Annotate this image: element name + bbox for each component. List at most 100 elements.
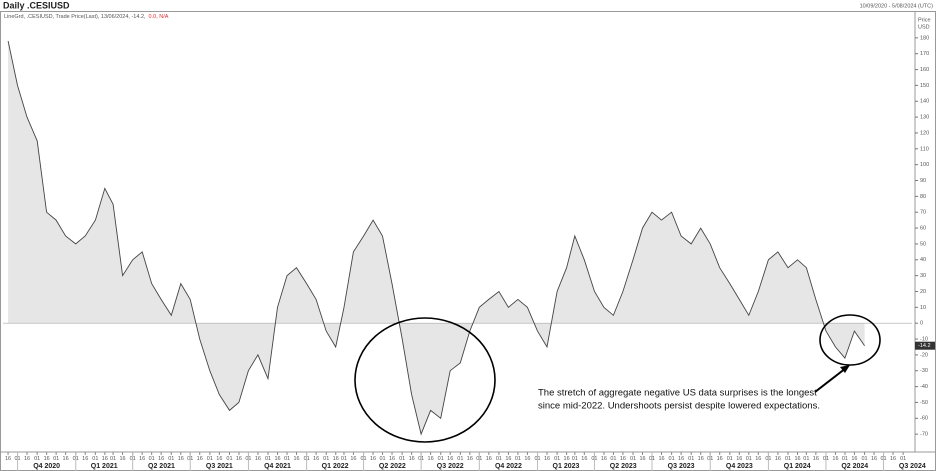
x-tick-label: 16: [313, 456, 319, 462]
x-tick-label: 16: [350, 456, 356, 462]
x-tick-label: 16: [178, 456, 184, 462]
x-tick-label: 16: [717, 456, 723, 462]
chart-title: Daily .CESIUSD: [3, 0, 70, 10]
x-tick-label: 01: [785, 456, 791, 462]
y-tick-label: 80: [920, 194, 926, 200]
quarter-label: Q3 2024: [899, 463, 926, 470]
x-tick-label: 16: [5, 456, 11, 462]
area: [8, 41, 865, 435]
y-tick-label: 140: [920, 99, 929, 105]
y-tick-label: -50: [920, 400, 928, 406]
x-tick-label: 01: [610, 456, 616, 462]
x-tick-label: 01: [727, 456, 733, 462]
x-tick-label: 16: [698, 456, 704, 462]
y-axis-label: USD: [918, 24, 930, 30]
x-tick-label: 01: [438, 456, 444, 462]
x-tick-label: 16: [467, 456, 473, 462]
x-tick-label: 16: [216, 456, 222, 462]
x-tick-label: 01: [746, 456, 752, 462]
annotation: The stretch of aggregate negative US dat…: [538, 388, 817, 399]
quarter-label: Q1 2024: [784, 463, 811, 470]
x-tick-label: 01: [630, 456, 636, 462]
x-tick-label: 16: [658, 456, 664, 462]
line: [7, 40, 865, 436]
quarter-label: Q1 2023: [553, 463, 580, 470]
x-tick-label: 16: [775, 456, 781, 462]
x-tick-label: 01: [496, 456, 502, 462]
x-tick-label: 16: [255, 456, 261, 462]
y-tick-label: 100: [920, 162, 929, 168]
last-value-label: -14.2: [918, 343, 931, 349]
x-tick-label: 16: [794, 456, 800, 462]
x-tick-label: 01: [149, 456, 155, 462]
x-tick-label: 16: [755, 456, 761, 462]
x-tick-label: 01: [323, 456, 329, 462]
x-tick-label: 16: [447, 456, 453, 462]
x-tick-label: 01: [457, 456, 463, 462]
x-tick-label: 16: [601, 456, 607, 462]
x-tick-label: 01: [803, 456, 809, 462]
annotation: since mid-2022. Undershoots persist desp…: [538, 401, 820, 412]
quarter-label: Q3 2021: [206, 463, 233, 470]
quarter-label: Q4 2022: [495, 463, 522, 470]
x-tick-label: 16: [871, 456, 877, 462]
quarter-label: Q2 2022: [379, 463, 406, 470]
x-tick-label: 16: [44, 456, 50, 462]
x-tick-label: 16: [581, 456, 587, 462]
x-tick-label: 16: [428, 456, 434, 462]
y-tick-label: 40: [920, 257, 926, 263]
y-tick-label: -30: [920, 368, 928, 374]
quarter-label: Q2 2023: [610, 463, 637, 470]
x-tick-label: 01: [688, 456, 694, 462]
x-tick-label: 01: [53, 456, 59, 462]
x-tick-label: 16: [486, 456, 492, 462]
y-tick-label: -10: [920, 336, 928, 342]
x-tick-label: 16: [102, 456, 108, 462]
quarter-label: Q4 2021: [264, 463, 291, 470]
x-tick-label: 16: [333, 456, 339, 462]
x-tick-label: 16: [620, 456, 626, 462]
x-tick-label: 16: [82, 456, 88, 462]
x-tick-label: 16: [564, 456, 570, 462]
date-range: 10/09/2020 - 5/08/2024 (UTC): [860, 3, 934, 9]
x-tick-label: 01: [284, 456, 290, 462]
x-tick-label: 16: [119, 456, 125, 462]
y-tick-label: 90: [920, 178, 926, 184]
x-tick-label: 16: [505, 456, 511, 462]
x-tick-label: 01: [669, 456, 675, 462]
y-tick-label: 110: [920, 146, 929, 152]
arrow: [814, 367, 847, 393]
x-tick-label: 16: [370, 456, 376, 462]
x-tick-label: 16: [197, 456, 203, 462]
x-tick-label: 01: [168, 456, 174, 462]
x-tick-label: 16: [890, 456, 896, 462]
x-tick-label: 16: [813, 456, 819, 462]
y-tick-label: 120: [920, 130, 929, 136]
y-tick-label: 180: [920, 35, 929, 41]
x-tick-label: 16: [274, 456, 280, 462]
x-tick-label: 16: [236, 456, 242, 462]
x-tick-label: 01: [110, 456, 116, 462]
y-tick-label: 170: [920, 51, 929, 57]
y-tick-label: 30: [920, 273, 926, 279]
quarter-label: Q2 2024: [841, 463, 868, 470]
y-tick-label: 160: [920, 67, 929, 73]
x-tick-label: 01: [207, 456, 213, 462]
arrow-head: [840, 365, 850, 373]
y-tick-label: 70: [920, 210, 926, 216]
highlight-ellipse: [354, 317, 496, 443]
legend-change: 0.0, N/A: [149, 14, 169, 20]
y-tick-label: 20: [920, 289, 926, 295]
y-tick-label: 150: [920, 83, 929, 89]
legend-text: LineGrd, .CESIUSD, Trade Price(Last), 13…: [4, 14, 146, 20]
y-axis-label: Price: [918, 17, 931, 23]
y-tick-label: -20: [920, 352, 928, 358]
x-tick-label: 01: [34, 456, 40, 462]
y-tick-label: 60: [920, 226, 926, 232]
x-tick-label: 16: [851, 456, 857, 462]
y-tick-label: 130: [920, 115, 929, 121]
x-tick-label: 16: [293, 456, 299, 462]
y-tick-label: 50: [920, 241, 926, 247]
x-tick-label: 16: [524, 456, 530, 462]
x-tick-label: 16: [63, 456, 69, 462]
